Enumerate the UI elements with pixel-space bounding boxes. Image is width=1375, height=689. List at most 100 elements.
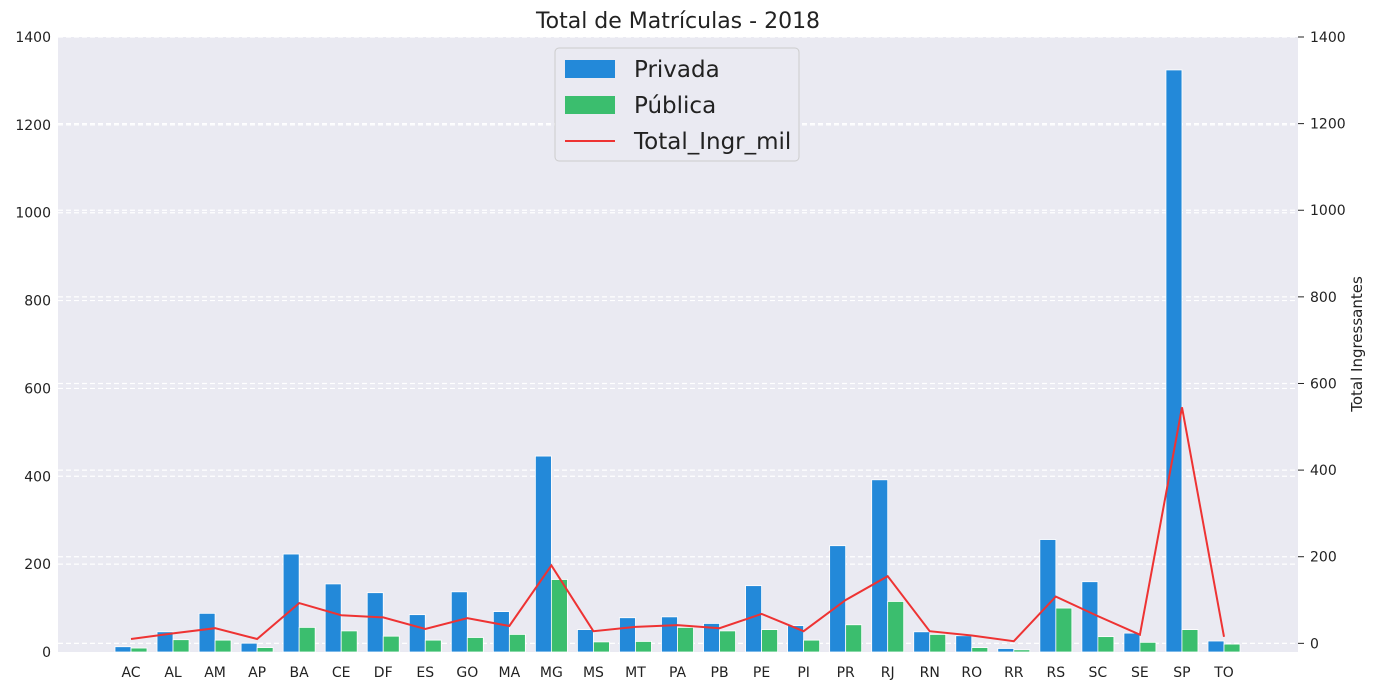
bar-privada xyxy=(661,616,678,653)
y-tick-label-left: 600 xyxy=(24,381,51,397)
x-tick-labels: AC AL AM AP BA CE DF ES GO MA MG MS MT PA PB PE PI PR RJ RN… xyxy=(121,665,1233,681)
x-tick-label: MT xyxy=(625,665,646,681)
x-tick-label: ES xyxy=(416,665,434,681)
bar-publica xyxy=(887,601,905,653)
bar-privada xyxy=(1081,581,1099,653)
legend-label: Privada xyxy=(634,57,720,83)
bar-publica xyxy=(172,639,190,653)
x-tick-label: PE xyxy=(753,665,770,681)
y-tick-label-right: 0 xyxy=(1310,636,1319,652)
bar-privada xyxy=(577,629,594,653)
bar-publica xyxy=(1139,641,1157,653)
bar-publica xyxy=(845,624,863,653)
bar-publica xyxy=(130,647,148,653)
bar-publica xyxy=(761,629,778,653)
bar-publica xyxy=(298,627,316,653)
bar-publica xyxy=(1013,649,1031,653)
x-tick-label: MS xyxy=(583,665,604,681)
bar-publica xyxy=(424,639,442,653)
x-tick-label: RN xyxy=(920,665,940,681)
bar-publica xyxy=(719,630,736,653)
bars xyxy=(114,69,1241,653)
bar-publica xyxy=(677,627,694,653)
x-tick-label: CE xyxy=(332,665,351,681)
legend-label: Total_Ingr_mil xyxy=(633,129,791,155)
bar-privada xyxy=(997,648,1015,653)
x-tick-label: RR xyxy=(1004,665,1024,681)
chart-title: Total de Matrículas - 2018 xyxy=(535,9,820,34)
bar-privada xyxy=(1207,640,1225,653)
bar-privada xyxy=(829,545,847,653)
legend: Privada Pública Total_Ingr_mil xyxy=(554,47,800,162)
bar-publica xyxy=(214,639,232,653)
x-tick-label: MA xyxy=(499,665,521,681)
x-tick-label: RJ xyxy=(881,665,895,681)
legend-swatch xyxy=(565,60,615,78)
bar-privada xyxy=(534,455,552,653)
bar-privada xyxy=(871,479,889,653)
bar-publica xyxy=(340,630,358,653)
bar-privada xyxy=(366,592,384,653)
bar-publica xyxy=(466,637,484,653)
x-tick-label: DF xyxy=(374,665,393,681)
x-tick-label: RO xyxy=(961,665,982,681)
line-series xyxy=(130,407,1225,643)
bar-privada xyxy=(492,611,510,653)
bar-privada xyxy=(955,635,973,653)
x-tick-label: AM xyxy=(204,665,226,681)
bar-publica xyxy=(803,639,821,653)
bar-publica xyxy=(593,641,610,653)
x-tick-label: MG xyxy=(540,665,563,681)
x-tick-label: RS xyxy=(1047,665,1066,681)
bar-privada xyxy=(787,625,805,653)
x-tick-label: SE xyxy=(1131,665,1149,681)
x-tick-label: PB xyxy=(711,665,729,681)
x-tick-label: SC xyxy=(1089,665,1108,681)
bar-privada xyxy=(1165,69,1183,653)
bar-privada xyxy=(282,553,300,653)
bar-publica xyxy=(256,647,274,653)
bar-publica xyxy=(1055,607,1073,653)
legend-swatch xyxy=(565,96,615,114)
bar-publica xyxy=(550,579,568,653)
y-tick-label-right: 200 xyxy=(1310,550,1337,566)
bar-publica xyxy=(382,635,400,653)
bar-publica xyxy=(1223,643,1241,653)
x-tick-label: BA xyxy=(290,665,310,681)
legend-label: Pública xyxy=(634,93,716,119)
bar-privada xyxy=(198,612,216,653)
bar-privada xyxy=(240,642,258,653)
bar-publica xyxy=(508,634,526,653)
y-tick-label-right: 800 xyxy=(1310,290,1337,306)
y-axis-label-right: Total Ingressantes xyxy=(1348,276,1366,413)
y-tick-label-left: 800 xyxy=(24,294,51,310)
y-tick-label-right: 1200 xyxy=(1310,117,1346,133)
y-tick-label-right: 1400 xyxy=(1310,30,1346,46)
bar-publica xyxy=(971,647,989,653)
y-tick-label-right: 600 xyxy=(1310,376,1337,392)
y-tick-label-left: 1000 xyxy=(15,206,51,222)
y-tick-label-right: 1000 xyxy=(1310,203,1346,219)
x-tick-label: PI xyxy=(797,665,810,681)
bar-privada xyxy=(114,646,132,653)
x-tick-label: AP xyxy=(248,665,266,681)
bar-privada xyxy=(619,617,636,653)
y-tick-label-left: 0 xyxy=(42,645,51,661)
line-total-ingr xyxy=(130,407,1225,643)
y-tick-label-left: 400 xyxy=(24,469,51,485)
bar-publica xyxy=(1181,629,1199,653)
x-tick-label: PA xyxy=(669,665,687,681)
bar-publica xyxy=(635,641,652,653)
bar-privada xyxy=(1123,632,1141,653)
x-tick-label: AL xyxy=(164,665,182,681)
y-tick-label-left: 200 xyxy=(24,557,51,573)
x-tick-label: SP xyxy=(1173,665,1190,681)
y-tick-labels-left: 0 200 400 600 800 1000 1200 1400 xyxy=(15,30,51,661)
x-tick-label: AC xyxy=(121,665,140,681)
legend-box xyxy=(554,47,800,162)
x-tick-label: GO xyxy=(456,665,478,681)
bar-privada xyxy=(1039,539,1057,653)
y-tick-label-right: 400 xyxy=(1310,463,1337,479)
x-tick-label: PR xyxy=(837,665,855,681)
